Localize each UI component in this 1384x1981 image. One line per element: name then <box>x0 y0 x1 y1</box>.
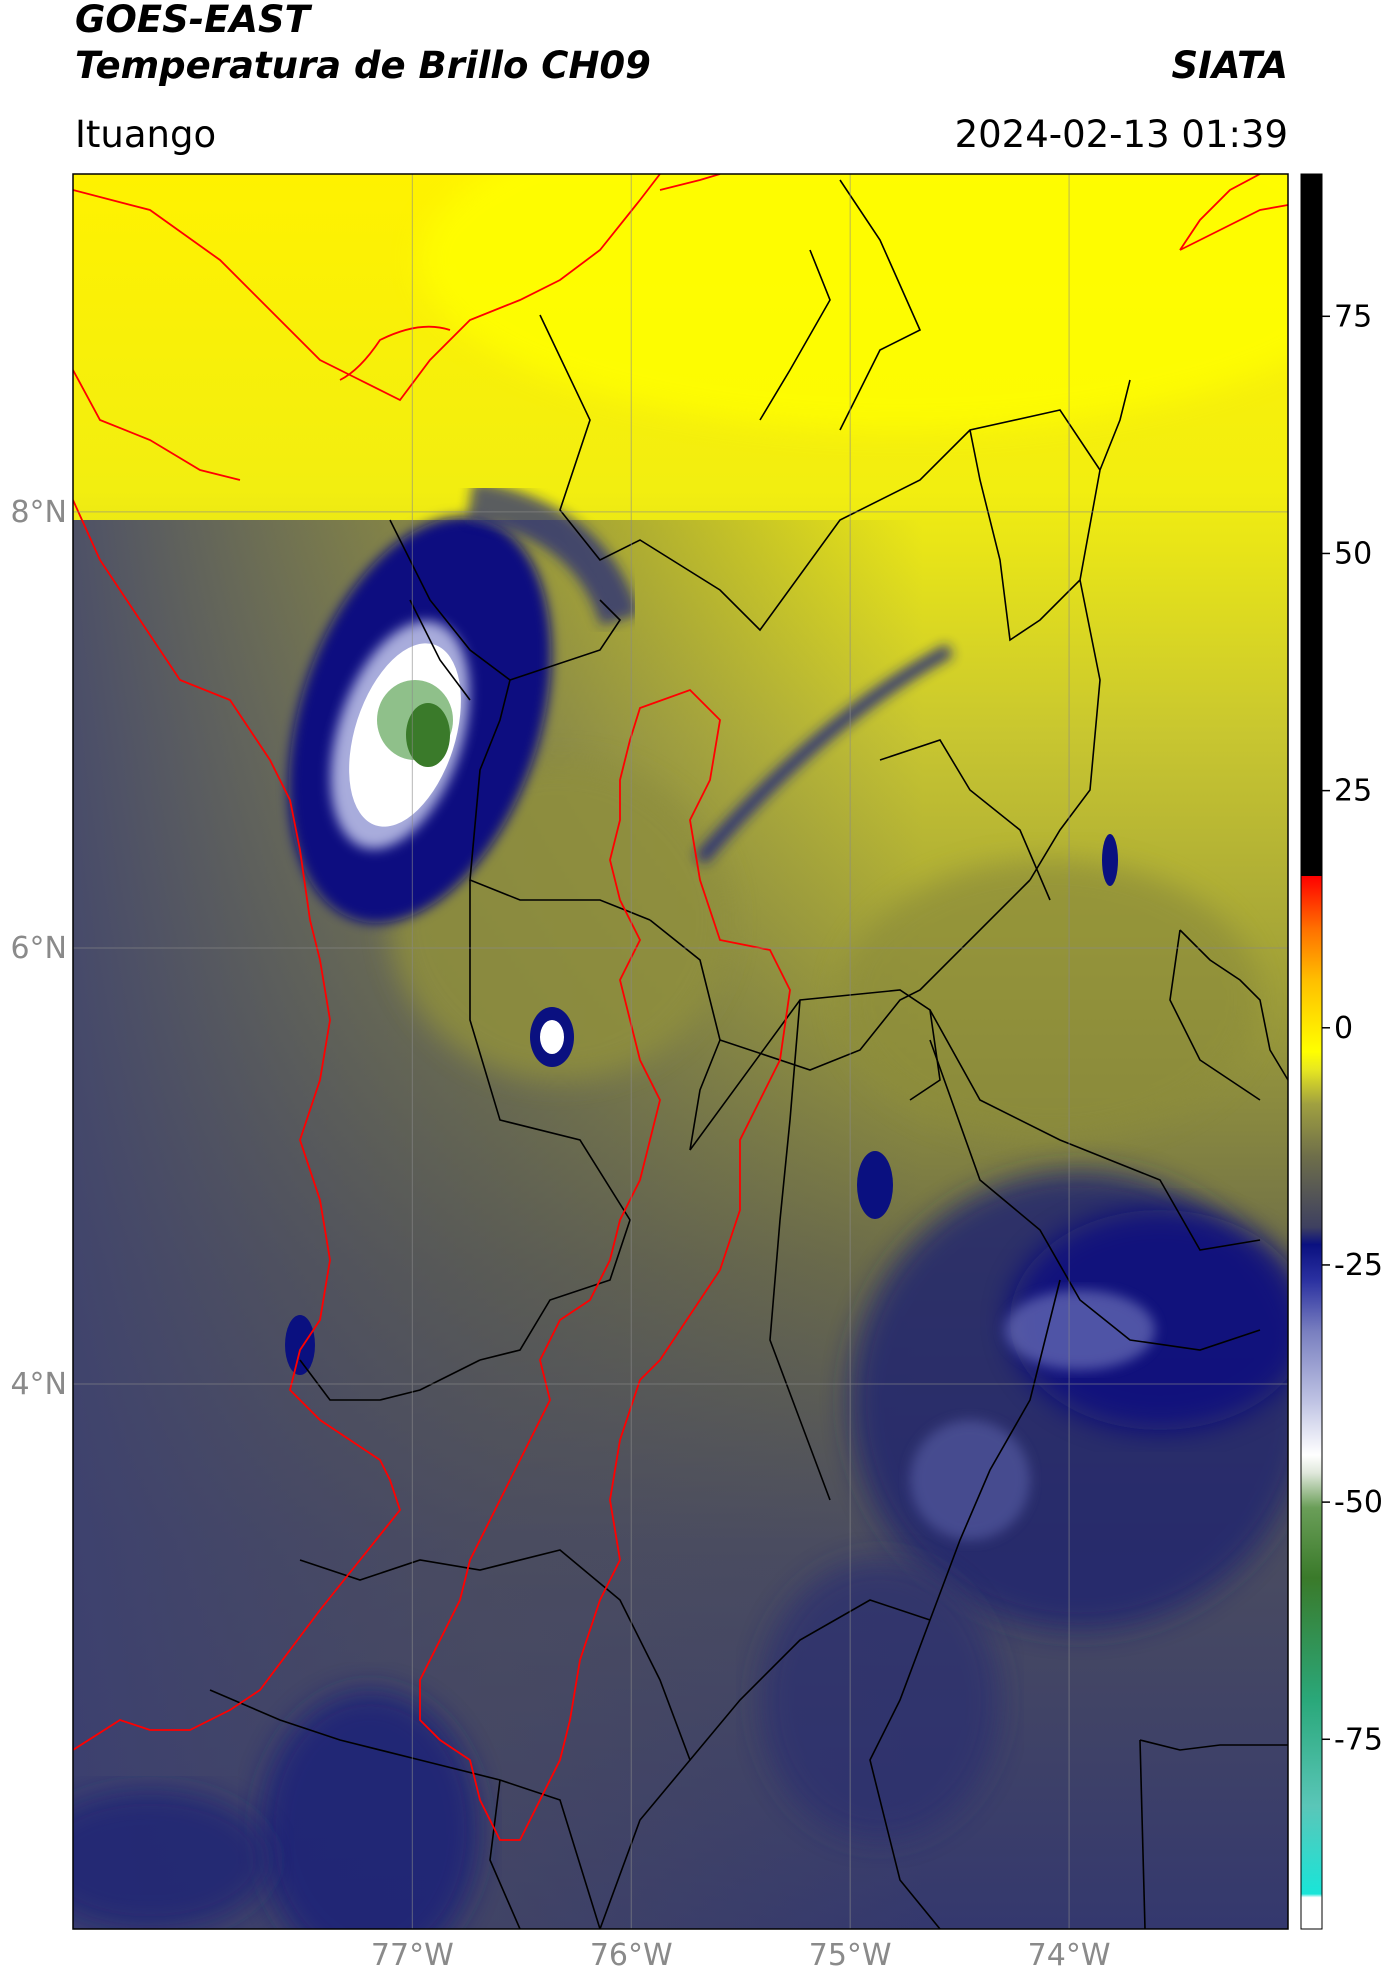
longitude-tick-label: 77°W <box>371 1938 454 1973</box>
colorbar-tick-label: 0 <box>1334 1011 1353 1046</box>
colorbar-tick-label: 75 <box>1334 299 1372 334</box>
colorbar-tick-label: -25 <box>1334 1248 1383 1283</box>
colorbar: 75 50 25 0 -25 -50 -75 <box>1300 173 1383 1930</box>
coastline-and-basin <box>73 174 1288 1841</box>
datetime-label: 2024-02-13 01:39 <box>954 113 1288 156</box>
latitude-tick-label: 4°N <box>10 1367 67 1402</box>
organization-label: SIATA <box>1171 44 1288 87</box>
brightness-temperature-field <box>73 174 1288 1929</box>
region-label: Ituango <box>75 113 217 156</box>
latitude-tick-label: 8°N <box>10 495 67 530</box>
colorbar-tick-label: 25 <box>1334 774 1372 809</box>
latitude-labels: 8°N 6°N 4°N <box>10 495 67 1402</box>
longitude-labels: 77°W 76°W 75°W 74°W <box>371 1938 1111 1973</box>
graticule <box>73 174 1288 1929</box>
product-title: GOES-EAST <box>75 0 310 41</box>
latitude-tick-label: 6°N <box>10 931 67 966</box>
longitude-tick-label: 75°W <box>809 1938 892 1973</box>
administrative-borders <box>209 179 1288 1929</box>
colorbar-tick-label: -50 <box>1334 1485 1383 1520</box>
colorbar-tick-label: 50 <box>1334 536 1372 571</box>
colorbar-tick-label: -75 <box>1334 1722 1383 1757</box>
product-subtitle: Temperatura de Brillo CH09 <box>75 44 651 87</box>
longitude-tick-label: 74°W <box>1028 1938 1111 1973</box>
longitude-tick-label: 76°W <box>590 1938 673 1973</box>
map-frame <box>72 173 1289 1930</box>
